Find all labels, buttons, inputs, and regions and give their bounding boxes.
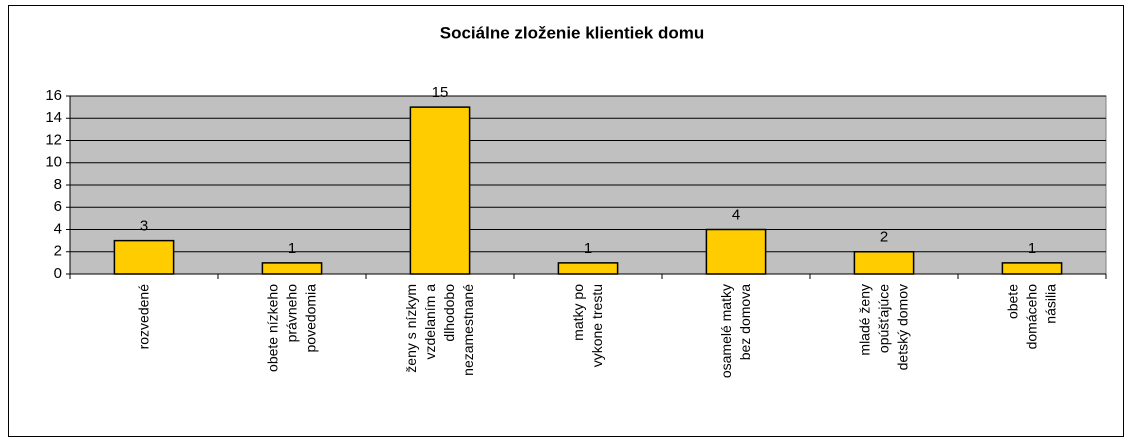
x-tick-label: obete domáceho násilia — [1004, 284, 1059, 350]
value-label: 3 — [140, 218, 148, 235]
value-label: 1 — [1028, 240, 1036, 257]
bar — [409, 106, 471, 275]
y-tick-label: 4 — [54, 220, 62, 237]
bar — [705, 228, 767, 275]
y-tick-label: 0 — [54, 265, 62, 282]
y-tick-label: 10 — [45, 154, 62, 171]
x-tick-label: mladé ženy opúšťajúce detský domov — [856, 284, 911, 371]
value-label: 2 — [880, 229, 888, 246]
bar — [261, 262, 323, 275]
y-tick-label: 8 — [54, 176, 62, 193]
x-tick-label: osamelé matky bez domova — [718, 284, 753, 379]
y-tick-label: 16 — [45, 87, 62, 104]
y-tick-label: 6 — [54, 198, 62, 215]
y-tick-label: 14 — [45, 109, 62, 126]
value-label: 15 — [432, 84, 449, 101]
bar — [853, 251, 915, 275]
x-tick-label: matky po vykone trestu — [570, 284, 605, 368]
x-tick-label: rozvedené — [135, 284, 152, 350]
bar — [113, 239, 175, 275]
bar — [557, 262, 619, 275]
x-tick-label: ženy s nízkym vzdelaním a dlhodobo nezam… — [403, 284, 476, 376]
bar — [1001, 262, 1063, 275]
x-tick-label: obete nízkeho právneho povedomia — [264, 284, 319, 372]
value-label: 1 — [288, 240, 296, 257]
y-tick-label: 2 — [54, 243, 62, 260]
y-tick-label: 12 — [45, 131, 62, 148]
value-label: 4 — [732, 206, 740, 223]
chart-title: Sociálne zloženie klientiek domu — [440, 23, 705, 42]
value-label: 1 — [584, 240, 592, 257]
